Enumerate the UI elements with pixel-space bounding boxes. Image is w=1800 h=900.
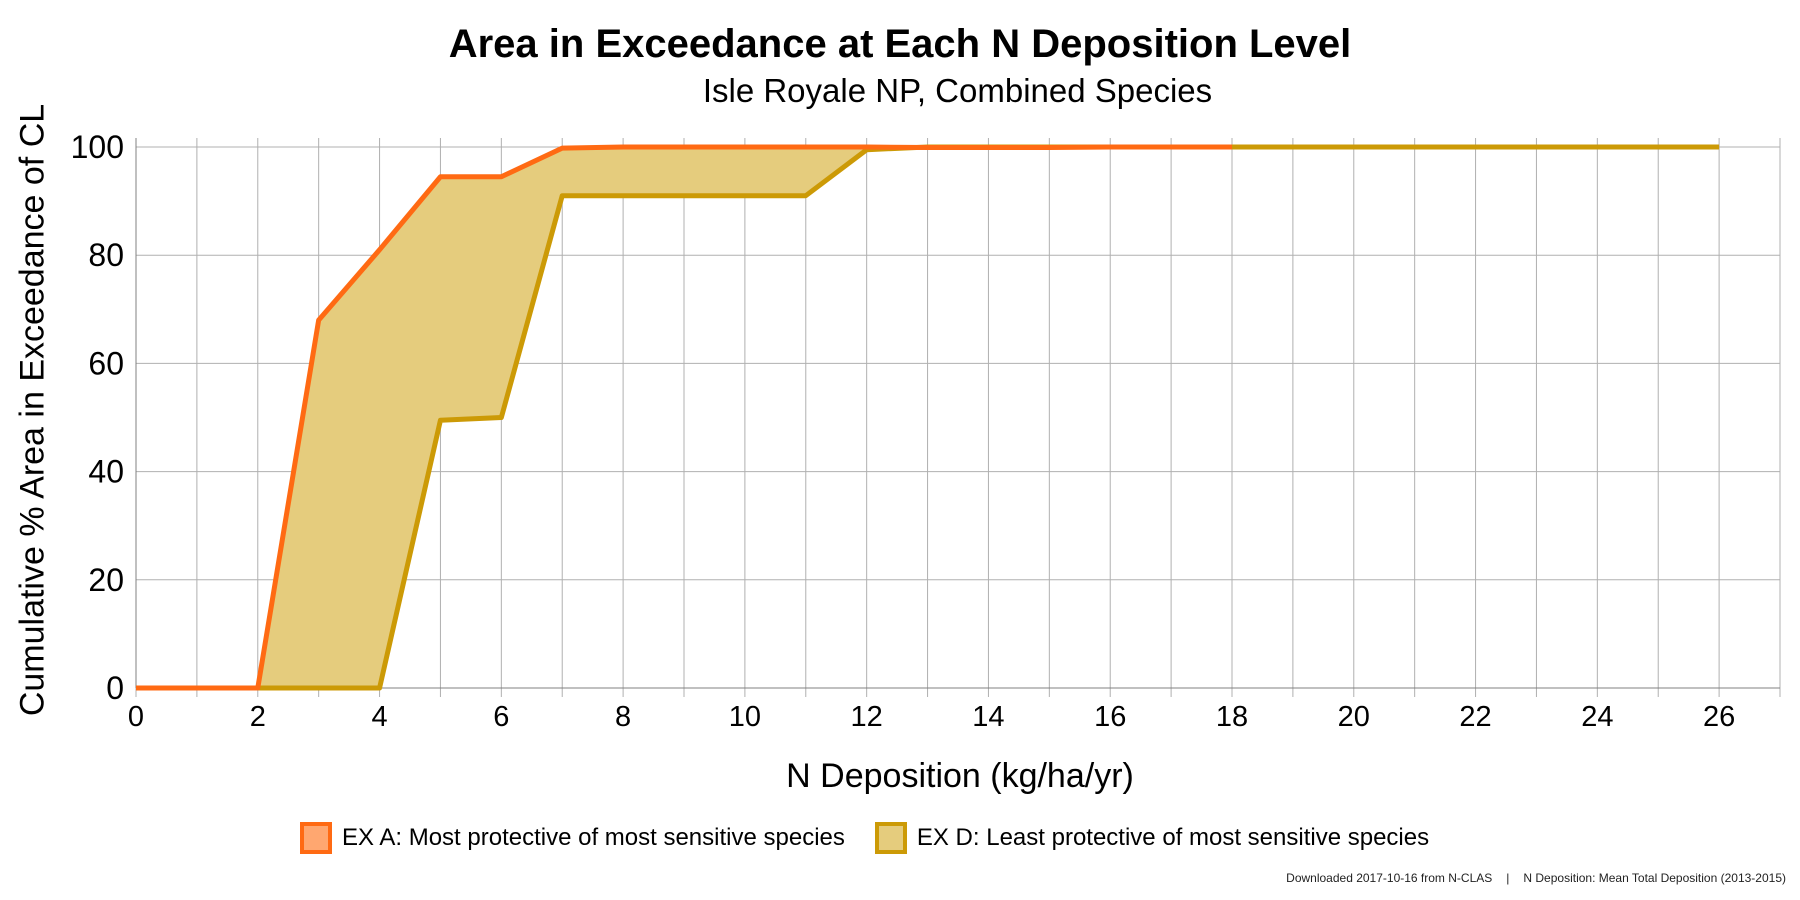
x-tick-label: 4 <box>371 701 387 733</box>
x-tick-label: 24 <box>1581 701 1613 733</box>
x-tick-label: 10 <box>729 701 761 733</box>
chart-subtitle: Isle Royale NP, Combined Species <box>702 72 1213 109</box>
x-tick-label: 12 <box>851 701 883 733</box>
y-tick-label: 100 <box>71 129 124 165</box>
y-tick-label: 40 <box>88 454 124 490</box>
legend-swatch-ex-d <box>874 822 907 854</box>
x-tick-label: 14 <box>972 701 1004 733</box>
series-layer <box>136 144 1720 691</box>
y-tick-label: 0 <box>106 670 124 706</box>
x-tick-label: 16 <box>1094 701 1126 733</box>
x-tick-label: 20 <box>1338 701 1370 733</box>
x-tick-label: 0 <box>128 701 144 733</box>
footer-note: N Deposition: Mean Total Deposition (201… <box>1523 871 1786 885</box>
x-tick-label: 18 <box>1216 701 1248 733</box>
footer: Downloaded 2017-10-16 from N-CLAS | N Depo… <box>1286 871 1786 885</box>
footer-source: Downloaded 2017-10-16 from N-CLAS <box>1286 871 1493 885</box>
y-axis-label: Cumulative % Area in Exceedance of CL <box>13 103 52 717</box>
chart-title: Area in Exceedance at Each N Deposition … <box>448 22 1352 66</box>
legend-label-ex-d: EX D: Least protective of most sensitive… <box>916 824 1430 851</box>
x-tick-label: 22 <box>1459 701 1491 733</box>
x-tick-label: 26 <box>1703 701 1735 733</box>
series-line-ex-a <box>136 144 1232 691</box>
legend-item-ex-a[interactable]: EX A: Most protective of most sensitive … <box>300 822 845 854</box>
x-tick-label: 8 <box>615 701 631 733</box>
legend: EX A: Most protective of most sensitive … <box>300 822 1459 854</box>
x-axis-label: N Deposition (kg/ha/yr) <box>786 757 1134 795</box>
y-tick-label: 80 <box>88 237 124 273</box>
x-tick-label: 6 <box>493 701 509 733</box>
y-tick-label: 20 <box>88 562 124 598</box>
legend-swatch-ex-a <box>300 822 332 854</box>
legend-item-ex-d[interactable]: EX D: Least protective of most sensitive… <box>874 822 1430 854</box>
x-tick-label: 2 <box>250 701 266 733</box>
legend-label-ex-a: EX A: Most protective of most sensitive … <box>342 824 845 851</box>
footer-separator: | <box>1506 871 1510 885</box>
y-tick-label: 60 <box>88 345 124 381</box>
